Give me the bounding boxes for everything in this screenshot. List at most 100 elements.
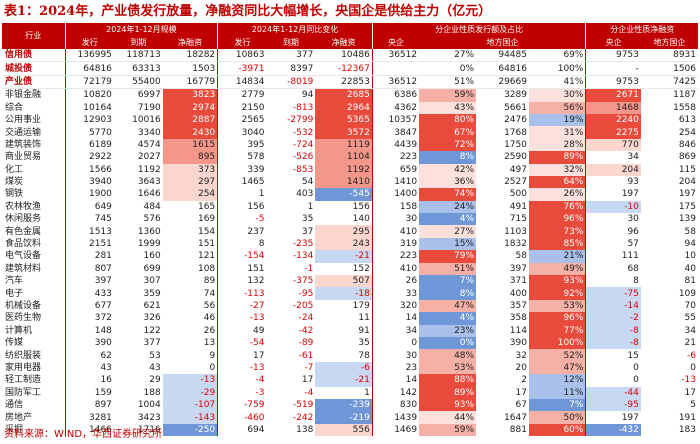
table-cell: 43 <box>114 362 163 374</box>
cell-value: 18282 <box>186 50 216 61</box>
table-cell: 745 <box>64 213 114 226</box>
industry-name: 综合 <box>5 102 24 113</box>
table-cell: 175 <box>641 201 698 213</box>
industry-name: 产业债 <box>2 75 66 90</box>
cell-value: 85% <box>563 239 584 250</box>
cell-value: 183 <box>678 424 696 435</box>
table-cell: -21 <box>315 374 373 387</box>
cell-value: 17 <box>253 350 265 361</box>
cell-value: 1360 <box>137 226 161 237</box>
cell-value: -242 <box>292 412 314 423</box>
cell-value: 151 <box>247 263 265 274</box>
industry-name: 信用债 <box>2 49 66 63</box>
table-cell: 91 <box>315 325 372 337</box>
cell-value: 188 <box>143 387 161 398</box>
cell-value: 694 <box>247 424 265 435</box>
cell-value: 13 <box>203 338 216 349</box>
table-cell: 23 <box>371 361 420 375</box>
cell-value: -13 <box>249 362 265 373</box>
header-col-6: 央企 <box>371 36 420 49</box>
table-cell: 27% <box>419 49 477 63</box>
table-cell: 5661 <box>476 102 529 114</box>
cell-value: 17 <box>515 387 527 398</box>
cell-value: 122 <box>143 325 161 336</box>
table-cell: -29 <box>162 386 218 399</box>
table-cell: 93 <box>585 175 641 189</box>
cell-value: 0 <box>209 362 216 373</box>
cell-value: 109 <box>678 288 696 299</box>
cell-value: 400 <box>509 288 527 299</box>
table-cell: 29669 <box>476 75 529 90</box>
cell-value: 9753 <box>615 50 639 61</box>
cell-value: 0 <box>690 362 696 373</box>
cell-value: -375 <box>292 276 314 287</box>
industry-name: 计算机 <box>5 325 33 336</box>
table-cell: 410 <box>371 225 420 238</box>
table-cell: -375 <box>267 275 316 287</box>
cell-value: 68 <box>627 263 639 274</box>
table-cell: 1 <box>267 201 316 213</box>
table-cell: 50% <box>528 411 586 424</box>
table-cell: -27 <box>217 299 267 313</box>
table-cell: -853 <box>267 164 316 176</box>
table-cell: 3940 <box>64 175 114 189</box>
table-cell: 770 <box>585 138 641 152</box>
table-cell: -205 <box>267 300 316 312</box>
cell-value: 169 <box>197 214 216 225</box>
table-cell: 23% <box>419 324 477 337</box>
table-cell: 41% <box>528 75 586 90</box>
table-cell: 48% <box>419 349 477 362</box>
cell-value: 55 <box>684 313 696 324</box>
source-note: 资料来源：WIND，华西证券研究所 <box>4 429 163 440</box>
cell-value: 88% <box>454 375 475 386</box>
cell-value: 21% <box>563 251 584 262</box>
table-cell: 19% <box>528 113 586 127</box>
table-cell: 1187 <box>641 89 698 102</box>
table-cell: 204 <box>585 163 641 176</box>
cell-value: 2964 <box>346 102 370 113</box>
cell-value: 64% <box>563 177 584 188</box>
cell-value: 377 <box>296 50 314 61</box>
table-cell: 17 <box>476 387 529 399</box>
table-cell: 895 <box>162 151 218 164</box>
table-cell: 1410 <box>371 175 420 189</box>
cell-value: 48% <box>454 350 475 361</box>
table-cell: -3 <box>217 386 267 399</box>
cell-value: 20 <box>515 362 527 373</box>
table-cell: -24 <box>267 312 316 324</box>
cell-value: 484 <box>143 201 161 212</box>
table-cell: 114 <box>476 325 529 337</box>
cell-value: 8 <box>633 276 639 287</box>
cell-value: -6 <box>360 362 370 373</box>
cell-value: -44 <box>624 387 639 398</box>
table-cell: 1004 <box>114 399 163 411</box>
table-cell: 243 <box>315 237 373 251</box>
table-cell: -545 <box>315 188 373 201</box>
table-cell: 109 <box>641 287 698 299</box>
industry-name: 公用事业 <box>5 115 42 126</box>
table-row: 电子 433 359 74 -113 -95 -18 33 8% 400 92% -75 109 <box>2 287 698 300</box>
cell-value: -724 <box>292 139 314 150</box>
table-cell: -13 <box>641 374 698 386</box>
table-cell: 56% <box>528 101 586 114</box>
table-cell: 47% <box>528 361 586 375</box>
table-cell: 51% <box>419 75 477 90</box>
table-cell: 390 <box>476 337 529 349</box>
table-cell: -89 <box>267 337 316 349</box>
industry-name: 汽车 <box>5 276 24 287</box>
table-cell: 0% <box>419 61 477 76</box>
cell-value: 57 <box>627 239 639 250</box>
table-cell: 160 <box>114 250 163 262</box>
table-cell: 8931 <box>640 49 698 63</box>
cell-value: 49% <box>563 263 584 274</box>
cell-value: 2565 <box>241 115 265 126</box>
table-cell: 237 <box>217 225 267 238</box>
table-cell: 377 <box>114 337 163 349</box>
table-cell: 70 <box>641 300 698 312</box>
table-cell: 63313 <box>113 61 163 76</box>
table-cell: 72% <box>419 138 477 152</box>
cell-value: -113 <box>244 288 265 299</box>
table-cell: 183 <box>641 424 698 436</box>
table-cell: 2527 <box>476 176 529 188</box>
cell-value: 51% <box>454 263 475 274</box>
